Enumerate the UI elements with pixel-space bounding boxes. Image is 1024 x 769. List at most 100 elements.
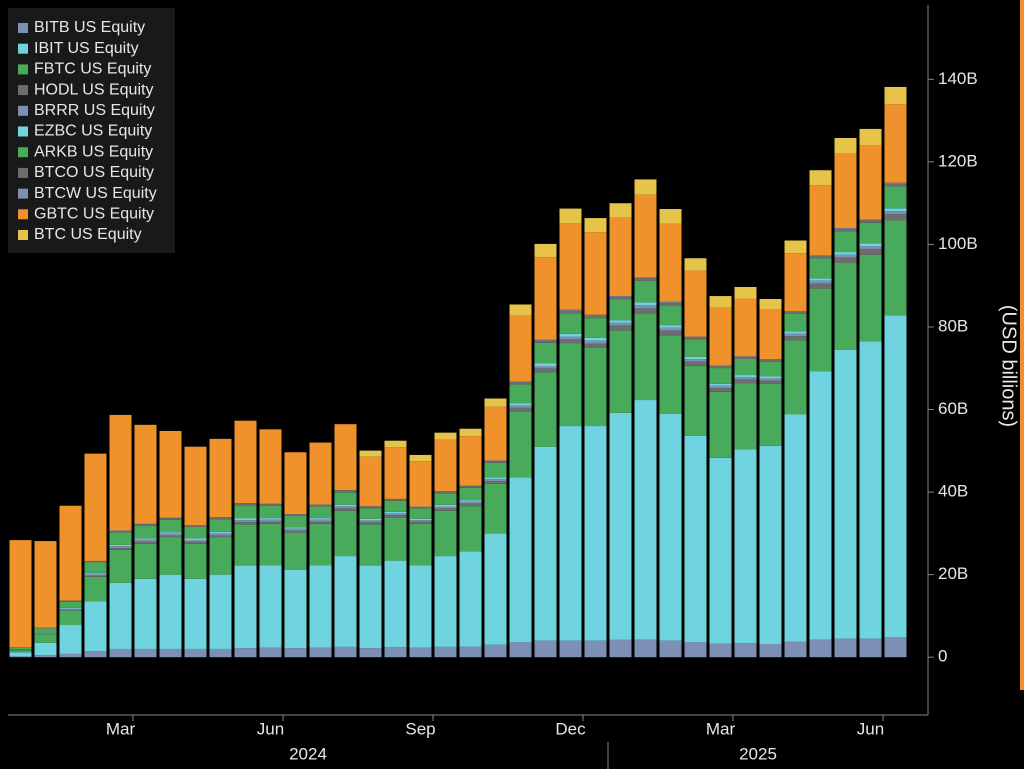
x-tick-label: Dec bbox=[555, 719, 586, 738]
bar-segment bbox=[134, 424, 157, 524]
bar-segment bbox=[384, 447, 407, 499]
bar-segment bbox=[784, 311, 807, 314]
bar-segment bbox=[759, 361, 782, 377]
bar-segment bbox=[134, 541, 157, 544]
bar-segment bbox=[384, 499, 407, 501]
bar-segment bbox=[834, 138, 857, 154]
bar-segment bbox=[534, 365, 557, 369]
bar-segment bbox=[884, 183, 907, 187]
bar-segment bbox=[209, 535, 232, 538]
bar-segment bbox=[709, 385, 732, 389]
bar-segment bbox=[209, 574, 232, 649]
bar-segment bbox=[809, 255, 832, 259]
bar-segment bbox=[709, 643, 732, 658]
legend-swatch bbox=[18, 105, 28, 116]
bar-segment bbox=[559, 223, 582, 310]
bar-segment bbox=[159, 518, 182, 520]
bar-segment bbox=[584, 340, 607, 344]
bar-segment bbox=[584, 347, 607, 427]
bar-segment bbox=[884, 86, 907, 105]
bar-segment bbox=[459, 500, 482, 502]
bar-segment bbox=[609, 320, 632, 323]
bar-segment bbox=[709, 388, 732, 392]
bar-segment bbox=[34, 642, 57, 656]
bar-segment bbox=[384, 513, 407, 516]
bar-segment bbox=[809, 280, 832, 284]
legend-swatch bbox=[18, 126, 28, 137]
bar-segment bbox=[884, 186, 907, 209]
bar-segment bbox=[659, 209, 682, 224]
bar-segment bbox=[59, 610, 82, 626]
bar-segment bbox=[209, 537, 232, 575]
bar-segment bbox=[734, 449, 757, 644]
bar-segment bbox=[359, 518, 382, 521]
bar-segment bbox=[84, 561, 107, 563]
bar-segment bbox=[59, 601, 82, 608]
bar-segment bbox=[559, 310, 582, 314]
bar-segment bbox=[9, 540, 32, 648]
bar-segment bbox=[609, 296, 632, 300]
bar-segment bbox=[234, 522, 257, 525]
legend-swatch bbox=[18, 167, 28, 178]
legend-swatch bbox=[18, 85, 28, 96]
bar-segment bbox=[209, 531, 232, 534]
bar-segment bbox=[409, 508, 432, 519]
bar-segment bbox=[134, 648, 157, 658]
bar-segment bbox=[759, 445, 782, 644]
bar-segment bbox=[59, 608, 82, 610]
bar-segment bbox=[859, 248, 882, 255]
bar-segment bbox=[534, 363, 557, 366]
bar-segment bbox=[484, 460, 507, 463]
bar-segment bbox=[284, 569, 307, 649]
bar-segment bbox=[634, 313, 657, 401]
bar-segment bbox=[709, 457, 732, 644]
bar-segment bbox=[184, 648, 207, 658]
bar-segment bbox=[234, 503, 257, 506]
bar-segment bbox=[659, 327, 682, 331]
bar-segment bbox=[859, 222, 882, 244]
bar-segment bbox=[459, 503, 482, 507]
bar-segment bbox=[809, 258, 832, 279]
bar-segment bbox=[509, 384, 532, 404]
bar-segment bbox=[659, 302, 682, 306]
bar-segment bbox=[234, 565, 257, 649]
bar-segment bbox=[109, 549, 132, 583]
bar-segment bbox=[159, 532, 182, 534]
bar-segment bbox=[484, 398, 507, 407]
bar-segment bbox=[459, 436, 482, 486]
bar-segment bbox=[459, 551, 482, 647]
legend-swatch bbox=[18, 230, 28, 240]
bar-segment bbox=[634, 194, 657, 278]
bar-segment bbox=[834, 349, 857, 639]
bar-segment bbox=[434, 432, 457, 440]
bar-segment bbox=[59, 625, 82, 654]
bar-segment bbox=[509, 315, 532, 382]
bar-segment bbox=[309, 506, 332, 519]
bar-segment bbox=[609, 203, 632, 218]
bar-segment bbox=[684, 337, 707, 340]
bar-segment bbox=[359, 565, 382, 649]
bar-segment bbox=[184, 578, 207, 649]
bar-segment bbox=[259, 521, 282, 524]
bar-segment bbox=[334, 492, 357, 505]
bar-segment bbox=[534, 340, 557, 343]
bar-segment bbox=[709, 307, 732, 366]
bar-segment bbox=[584, 232, 607, 315]
bar-segment bbox=[784, 336, 807, 341]
bar-segment bbox=[434, 491, 457, 494]
bar-segment bbox=[384, 647, 407, 658]
bar-segment bbox=[409, 454, 432, 462]
bar-segment bbox=[809, 288, 832, 372]
bar-segment bbox=[884, 208, 907, 212]
bar-segment bbox=[484, 533, 507, 645]
bar-segment bbox=[134, 578, 157, 649]
bar-segment bbox=[559, 426, 582, 641]
bar-segment bbox=[484, 462, 507, 478]
bar-segment bbox=[159, 535, 182, 538]
bar-segment bbox=[284, 516, 307, 528]
bar-segment bbox=[559, 208, 582, 224]
bar-segment bbox=[84, 572, 107, 574]
bar-segment bbox=[334, 510, 357, 557]
bar-segment bbox=[784, 333, 807, 337]
bar-segment bbox=[309, 504, 332, 507]
